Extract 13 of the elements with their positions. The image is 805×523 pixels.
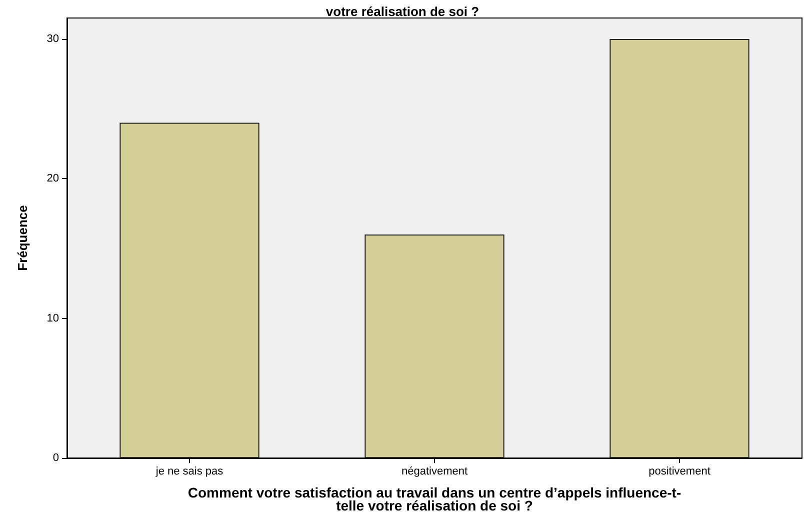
x-tick-label: je ne sais pas — [154, 466, 224, 478]
y-tick-label: 10 — [46, 312, 59, 324]
bar — [364, 234, 504, 458]
y-axis-title: Fréquence — [15, 205, 30, 271]
y-tick-label: 30 — [46, 32, 59, 45]
bar — [610, 38, 750, 458]
x-axis-title: Comment votre satisfaction au travail dans un centre d’appels influence-t- telle votre réalisation de soi ? — [188, 484, 682, 514]
y-tick-label: 20 — [46, 172, 59, 185]
bar — [120, 122, 260, 458]
x-tick-label: positivement — [648, 466, 710, 478]
y-tick-label: 0 — [52, 452, 59, 464]
chart-title: votre réalisation de soi ? — [326, 4, 480, 19]
x-tick-label: négativement — [401, 466, 468, 478]
